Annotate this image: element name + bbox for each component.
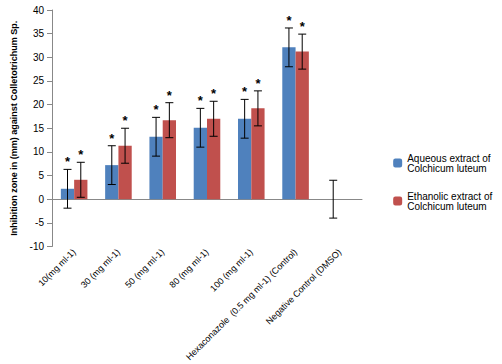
- svg-text:*: *: [78, 147, 84, 162]
- svg-text:*: *: [286, 13, 292, 28]
- svg-text:10: 10: [33, 146, 45, 157]
- svg-text:*: *: [300, 19, 306, 34]
- svg-text:50 (mg ml-1): 50 (mg ml-1): [123, 247, 166, 290]
- svg-text:80 (mg ml-1): 80 (mg ml-1): [167, 247, 210, 290]
- svg-text:30 (mg ml-1): 30 (mg ml-1): [79, 247, 122, 290]
- svg-text:5: 5: [38, 170, 44, 181]
- svg-text:*: *: [154, 102, 160, 117]
- svg-text:40: 40: [33, 5, 45, 16]
- svg-text:*: *: [65, 154, 71, 169]
- svg-text:-10: -10: [30, 241, 45, 252]
- svg-text:15: 15: [33, 123, 45, 134]
- svg-text:10(mg ml-1): 10(mg ml-1): [36, 247, 77, 288]
- svg-text:*: *: [167, 88, 173, 103]
- svg-text:Hexaconazole (0.5 mg ml-1) (Co: Hexaconazole (0.5 mg ml-1) (Control): [184, 246, 300, 363]
- svg-text:Negative Control (DMSO): Negative Control (DMSO): [264, 247, 343, 326]
- svg-text:25: 25: [33, 75, 45, 86]
- svg-text:Aqueous extract of: Aqueous extract of: [407, 152, 494, 164]
- svg-text:30: 30: [33, 52, 45, 63]
- svg-text:*: *: [198, 93, 204, 108]
- svg-text:*: *: [109, 131, 115, 146]
- svg-text:*: *: [255, 76, 261, 91]
- svg-text:Inhibition zone in (mm) agains: Inhibition zone in (mm) against Colletot…: [9, 21, 19, 236]
- svg-text:0: 0: [38, 194, 44, 205]
- svg-text:*: *: [123, 113, 129, 128]
- svg-text:Colchicum luteum: Colchicum luteum: [407, 163, 486, 174]
- svg-text:*: *: [211, 86, 217, 101]
- svg-text:Colchicum luteum: Colchicum luteum: [407, 201, 486, 212]
- svg-text:*: *: [242, 84, 248, 99]
- svg-text:Ethanolic extract of: Ethanolic extract of: [407, 190, 495, 202]
- svg-text:100 (mg ml-1): 100 (mg ml-1): [208, 247, 255, 294]
- svg-text:-5: -5: [35, 217, 44, 228]
- svg-text:20: 20: [33, 99, 45, 110]
- svg-text:35: 35: [33, 28, 45, 39]
